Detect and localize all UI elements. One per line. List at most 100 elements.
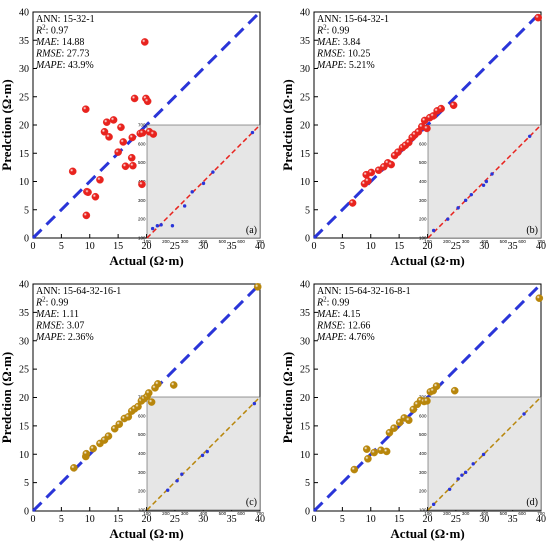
inset-data-point	[250, 130, 255, 135]
x-tick-label: 10	[85, 241, 95, 252]
data-point	[437, 104, 445, 113]
inset-x-tick-label: 300	[462, 511, 470, 516]
y-tick-label: 20	[300, 121, 310, 132]
y-tick-label: 40	[300, 280, 310, 291]
stat-value: : 3.07	[62, 321, 85, 332]
data-point	[362, 445, 371, 453]
stat-label: MAPE	[35, 332, 63, 343]
stat-value: : 4.15	[338, 309, 361, 320]
data-point	[449, 101, 458, 110]
inset-x-tick-label: 500	[219, 511, 227, 516]
inset-x-tick-label: 300	[462, 239, 470, 244]
inset-data-point	[528, 134, 532, 138]
y-tick-label: 5	[24, 478, 29, 489]
data-point	[534, 13, 542, 22]
inset-y-tick-label: 100	[138, 508, 146, 513]
stat-value: : 10.25	[343, 49, 371, 60]
inset-y-tick-label: 200	[138, 489, 146, 494]
data-point	[129, 161, 137, 170]
inset-y-tick-label: 100	[138, 236, 146, 241]
stat-line: MAE: 14.88	[35, 37, 84, 48]
x-tick-label: 0	[312, 514, 317, 525]
data-point	[130, 94, 139, 103]
data-point	[104, 432, 113, 440]
data-point	[364, 454, 372, 463]
stat-value: : 4.76%	[344, 332, 375, 343]
data-point	[253, 283, 262, 291]
inset-x-tick-label: 200	[443, 239, 451, 244]
stat-line: MAE: 3.84	[316, 37, 360, 48]
stat-value: : 27.73	[62, 49, 90, 60]
y-axis-ticks: 0 5 10 15 20 25 30 35 40	[19, 280, 37, 518]
inset-y-tick-label: 300	[419, 198, 427, 203]
y-axis-ticks: 0 5 10 15 20 25 30 35 40	[19, 8, 37, 245]
inset-x-tick-label: 100	[424, 239, 432, 244]
stat-value: : 5.21%	[344, 60, 375, 71]
inset-x-tick-label: 700	[537, 239, 545, 244]
data-point	[89, 444, 97, 453]
stat-line: MAE: 4.15	[316, 309, 360, 320]
inset-reference-line	[146, 396, 261, 511]
stat-value: : 2.36%	[63, 332, 94, 343]
inset-y-tick-label: 500	[419, 160, 427, 165]
inset-data-point	[170, 224, 175, 228]
y-tick-label: 0	[305, 234, 310, 245]
inset-y-tick-label: 100	[419, 236, 427, 241]
scatter-points	[68, 38, 158, 220]
stat-label: ANN	[36, 14, 58, 25]
data-point	[147, 398, 156, 406]
reference-line	[31, 10, 262, 240]
data-point	[134, 402, 142, 411]
stat-line: ANN: 15-64-32-1	[317, 14, 389, 25]
stat-label: MAPE	[35, 60, 63, 71]
y-tick-label: 10	[300, 177, 310, 188]
x-tick-label: 5	[340, 241, 345, 252]
inset-y-tick-label: 200	[419, 217, 427, 222]
data-point	[535, 294, 544, 302]
y-tick-label: 35	[300, 36, 310, 47]
inset-data-point	[175, 479, 179, 483]
inset-data-point	[456, 206, 460, 210]
inset-plot: 100 200 300 400 500 600 700 100 200 300 400 500 600 7…	[419, 395, 545, 517]
x-tick-label: 20	[423, 241, 433, 252]
stat-label: R	[35, 26, 42, 37]
y-tick-label: 30	[300, 64, 310, 75]
inset-y-tick-label: 700	[138, 123, 146, 128]
y-tick-label: 25	[19, 92, 29, 103]
inset-y-tick-label: 500	[419, 432, 427, 437]
y-tick-label: 20	[19, 393, 29, 404]
stat-line: ANN: 15-32-1	[36, 14, 95, 25]
data-point	[432, 382, 441, 390]
inset-x-tick-label: 600	[237, 239, 245, 244]
data-point	[96, 176, 104, 184]
x-tick-label: 40	[536, 514, 546, 525]
inset-data-point	[481, 183, 486, 187]
inset-x-tick-label: 700	[256, 511, 264, 516]
inset-x-tick-label: 100	[424, 511, 432, 516]
data-point	[70, 464, 78, 472]
x-tick-label: 30	[198, 241, 208, 252]
inset-y-tick-label: 700	[419, 395, 427, 400]
inset-data-point	[431, 228, 436, 233]
inset-x-tick-label: 400	[481, 511, 489, 516]
inset-data-point	[447, 487, 452, 491]
y-tick-label: 40	[300, 8, 310, 19]
inset-y-tick-label: 300	[138, 198, 146, 203]
x-tick-label: 30	[479, 514, 489, 525]
stat-label: RMSE	[35, 49, 62, 60]
x-tick-label: 35	[227, 514, 237, 525]
data-point	[385, 428, 394, 437]
stat-line: MAPE: 2.36%	[35, 332, 94, 343]
inset-data-point	[252, 401, 257, 406]
x-tick-label: 40	[255, 241, 265, 252]
inset-data-point	[463, 198, 468, 203]
x-axis-title: Actual (Ω·m)	[390, 526, 464, 541]
stat-value: : 15-64-32-16-1	[58, 286, 122, 297]
data-point	[117, 123, 125, 132]
stat-line: ANN: 15-64-32-16-1	[36, 286, 121, 297]
stat-line: MAPE: 43.9%	[35, 60, 94, 71]
data-point	[102, 118, 111, 126]
inset-data-point	[190, 190, 194, 194]
